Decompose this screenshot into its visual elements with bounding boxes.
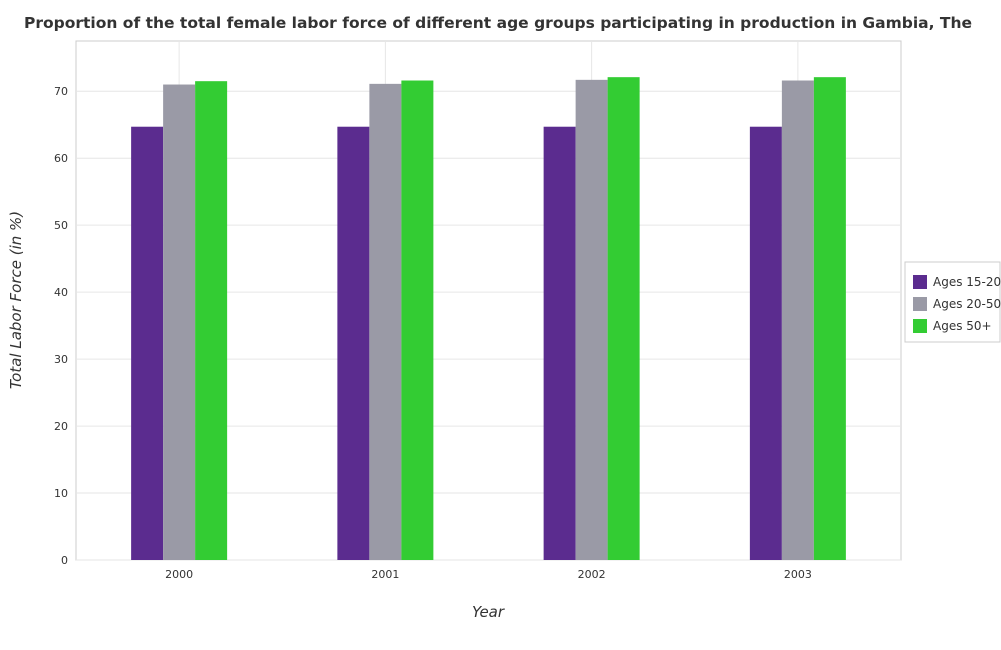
y-axis-ticks: 0 10 20 30 40 50 60 70 xyxy=(54,85,68,567)
bar-ages-15-20-2003 xyxy=(749,126,782,560)
x-tick-label: 2002 xyxy=(578,568,606,581)
x-tick-label: 2001 xyxy=(371,568,399,581)
y-tick-label: 10 xyxy=(54,487,68,500)
legend-label: Ages 15-20 xyxy=(933,275,1001,289)
legend-swatch xyxy=(913,319,927,333)
bar-ages-20-50-2001 xyxy=(369,83,402,561)
y-tick-label: 30 xyxy=(54,353,68,366)
bar-ages-50--2001 xyxy=(401,80,434,560)
bars xyxy=(131,77,846,561)
bar-ages-15-20-2002 xyxy=(543,126,576,560)
x-axis-label: Year xyxy=(472,603,505,621)
chart-title: Proportion of the total female labor for… xyxy=(24,14,972,32)
y-tick-label: 40 xyxy=(54,286,68,299)
y-tick-label: 60 xyxy=(54,152,68,165)
x-tick-label: 2000 xyxy=(165,568,193,581)
legend-label: Ages 50+ xyxy=(933,319,992,333)
y-axis-label: Total Labor Force (in %) xyxy=(7,211,25,389)
y-tick-label: 70 xyxy=(54,85,68,98)
y-tick-label: 50 xyxy=(54,219,68,232)
bar-ages-50--2002 xyxy=(607,77,640,560)
x-tick-label: 2003 xyxy=(784,568,812,581)
bar-ages-20-50-2003 xyxy=(781,80,814,560)
bar-ages-20-50-2000 xyxy=(163,84,196,561)
bar-ages-50--2003 xyxy=(813,77,846,560)
bar-ages-50--2000 xyxy=(195,81,228,560)
legend-swatch xyxy=(913,297,927,311)
bar-ages-20-50-2002 xyxy=(575,79,608,560)
legend-swatch xyxy=(913,275,927,289)
bar-ages-15-20-2001 xyxy=(337,126,370,560)
legend: Ages 15-20 Ages 20-50 Ages 50+ xyxy=(904,261,1001,343)
legend-label: Ages 20-50 xyxy=(933,297,1001,311)
x-axis-ticks: 2000 2001 2002 2003 xyxy=(165,568,812,581)
y-tick-label: 20 xyxy=(54,420,68,433)
y-tick-label: 0 xyxy=(61,554,68,567)
bar-ages-15-20-2000 xyxy=(131,126,164,560)
